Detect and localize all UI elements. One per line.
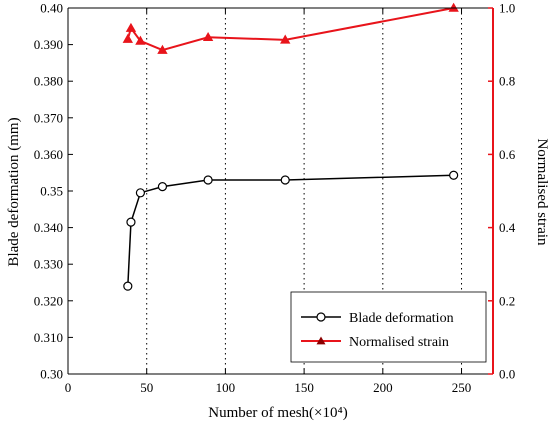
data-point-circle bbox=[280, 175, 290, 185]
legend-label-blade: Blade deformation bbox=[349, 311, 454, 326]
axes: 0 50 100 150 200 250 0.30 0.310 0.320 0.330 0.340 0… bbox=[34, 1, 516, 396]
series-line-1 bbox=[127, 174, 454, 287]
y-left-tick-label: 0.360 bbox=[34, 147, 63, 162]
data-point-triangle bbox=[280, 34, 291, 44]
x-axis-label: Number of mesh(×10⁴) bbox=[208, 405, 348, 421]
y-left-tick-label: 0.320 bbox=[34, 293, 63, 308]
y-axis-left-label: Blade deformation (mm) bbox=[6, 117, 22, 266]
series-layer bbox=[122, 2, 459, 291]
data-point-triangle bbox=[125, 22, 137, 32]
x-tick-label: 250 bbox=[452, 380, 472, 395]
legend: Blade deformation Normalised strain bbox=[290, 291, 487, 363]
data-point-circle bbox=[135, 188, 146, 198]
x-tick-label: 150 bbox=[294, 380, 314, 395]
y-left-tick-label: 0.310 bbox=[34, 330, 63, 345]
data-point-triangle bbox=[202, 31, 214, 42]
y-right-tick-label: 0.0 bbox=[499, 367, 515, 382]
y-right-tick-label: 1.0 bbox=[499, 1, 515, 16]
x-tick-label: 100 bbox=[216, 380, 236, 395]
legend-label-strain: Normalised strain bbox=[349, 335, 449, 350]
y-left-tick-label: 0.40 bbox=[40, 1, 63, 16]
legend-box bbox=[290, 291, 487, 363]
data-point-circle bbox=[203, 175, 213, 185]
x-tick-label: 50 bbox=[140, 380, 153, 395]
data-point-triangle bbox=[135, 35, 146, 45]
data-point-triangle bbox=[122, 33, 134, 43]
y-left-tick-label: 0.390 bbox=[34, 37, 63, 52]
data-point-circle bbox=[126, 217, 136, 227]
y-left-tick-label: 0.30 bbox=[40, 367, 63, 382]
legend-marker-blade bbox=[316, 312, 326, 322]
y-right-tick-label: 0.6 bbox=[499, 147, 516, 162]
data-point-circle bbox=[157, 182, 168, 192]
y-left-tick-label: 0.380 bbox=[34, 74, 63, 89]
y-left-tick-label: 0.35 bbox=[40, 184, 63, 199]
legend-marker-strain bbox=[316, 336, 326, 345]
y-right-tick-label: 0.8 bbox=[499, 74, 515, 89]
data-point-circle bbox=[449, 170, 459, 180]
data-point-triangle bbox=[157, 44, 168, 54]
y-left-tick-label: 0.340 bbox=[34, 220, 63, 235]
y-axis-right-label: Normalised strain bbox=[534, 138, 550, 246]
y-right-tick-label: 0.4 bbox=[499, 220, 516, 235]
y-left-tick-label: 0.330 bbox=[34, 257, 63, 272]
y-right-tick-label: 0.2 bbox=[499, 293, 515, 308]
x-tick-label: 200 bbox=[373, 380, 393, 395]
y-left-tick-label: 0.370 bbox=[34, 110, 63, 125]
data-point-triangle bbox=[448, 2, 459, 12]
series-line-2 bbox=[126, 7, 454, 52]
x-tick-label: 0 bbox=[65, 380, 72, 395]
data-point-circle bbox=[123, 281, 133, 291]
